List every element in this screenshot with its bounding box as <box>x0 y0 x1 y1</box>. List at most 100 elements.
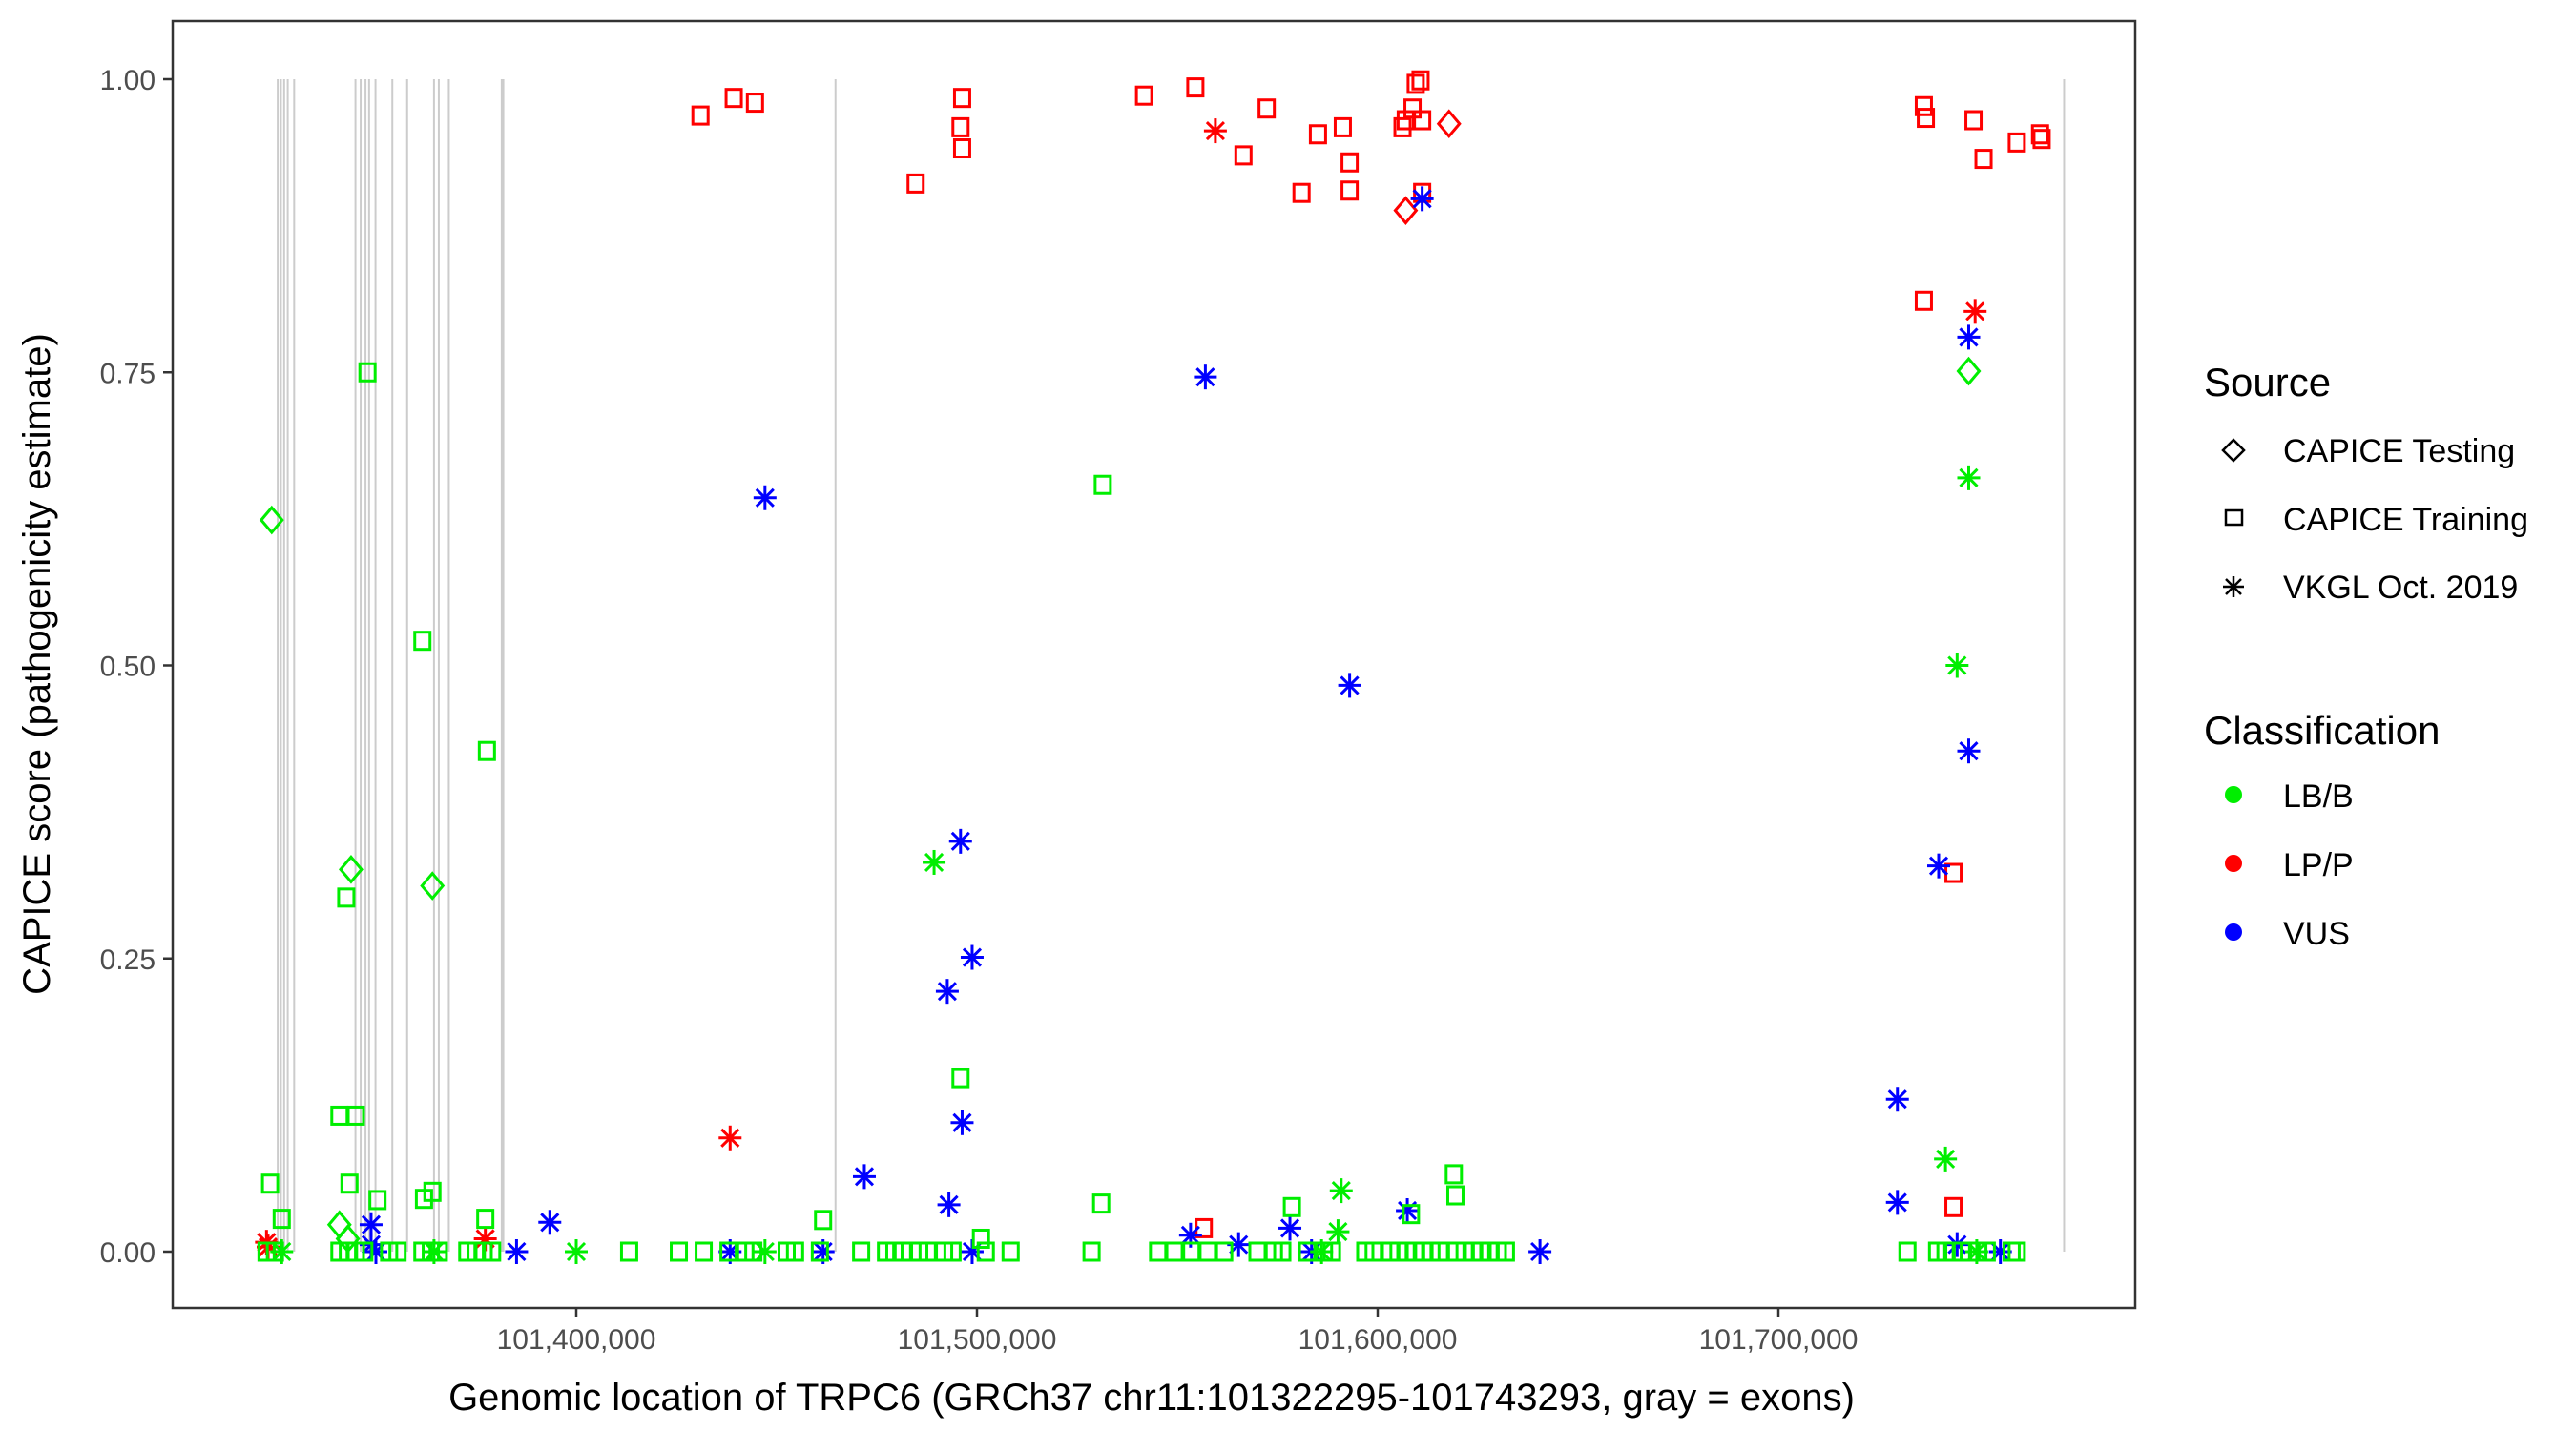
legend-class-item: LP/P <box>2283 847 2354 883</box>
legend-source-item: CAPICE Training <box>2283 502 2528 538</box>
point-lb-b-square <box>1977 1241 1996 1262</box>
point-vus-star <box>1278 1215 1302 1241</box>
point-lp-p-square <box>1974 149 1993 170</box>
legend-star-icon <box>2223 576 2244 597</box>
point-lb-b-square <box>1248 1241 1267 1262</box>
point-lb-b-star <box>923 849 946 875</box>
point-lb-b-square <box>670 1241 689 1262</box>
point-lb-b-star <box>565 1239 588 1264</box>
legend-source-title: Source <box>2204 360 2331 404</box>
point-lp-p-square <box>1406 73 1425 94</box>
point-lp-p-square <box>1944 1196 1963 1217</box>
point-lb-b-square <box>951 1068 970 1089</box>
x-tick-label: 101,500,000 <box>898 1324 1057 1356</box>
legend: Source CAPICE Testing CAPICE Training VK… <box>2204 360 2528 952</box>
point-lp-p-square <box>1333 116 1352 137</box>
legend-class-item: VUS <box>2283 916 2350 952</box>
point-lb-b-square <box>388 1241 407 1262</box>
point-lb-b-star <box>1957 465 1981 490</box>
point-vus-star <box>1885 1190 1909 1215</box>
point-lb-b-square <box>1082 1241 1101 1262</box>
point-lb-b-square <box>330 1105 349 1126</box>
point-vus-star <box>505 1239 529 1264</box>
y-tick-label: 0.50 <box>100 652 156 683</box>
point-lp-p-square <box>1914 290 1933 311</box>
point-vus-star <box>1927 853 1950 879</box>
point-vus-star <box>950 1110 974 1135</box>
point-lp-p-square <box>2032 129 2051 150</box>
point-lb-b-square <box>260 1173 280 1194</box>
point-vus-star <box>1885 1087 1909 1112</box>
point-lb-b-square <box>340 1173 359 1194</box>
point-lb-b-square <box>785 1241 804 1262</box>
point-lb-b-square <box>414 1189 433 1210</box>
x-axis: 101,400,000 101,500,000 101,600,000 101,700… <box>497 1308 1859 1356</box>
point-lb-b-square <box>355 1241 374 1262</box>
point-lb-b-square <box>976 1241 995 1262</box>
point-lp-p-square <box>1292 182 1311 203</box>
legend-red-dot-icon <box>2225 855 2242 872</box>
y-tick-label: 0.75 <box>100 358 156 389</box>
point-lb-b-star <box>1329 1178 1353 1204</box>
point-lb-b-square <box>1093 474 1112 495</box>
point-lp-p-square <box>2007 132 2026 153</box>
point-lp-p-square <box>1403 98 1423 119</box>
point-lb-b-square <box>1445 1185 1465 1206</box>
point-lb-b-square <box>1322 1241 1341 1262</box>
x-tick-label: 101,400,000 <box>497 1324 656 1356</box>
point-lp-p-square <box>952 88 971 109</box>
point-vus-star <box>538 1210 562 1235</box>
point-vus-star <box>1945 1232 1969 1257</box>
point-lp-p-square <box>745 93 764 114</box>
point-lp-p-star <box>718 1125 742 1151</box>
point-vus-star <box>852 1164 876 1190</box>
point-lb-b-square <box>814 1210 833 1231</box>
legend-blue-dot-icon <box>2225 923 2242 941</box>
point-lb-b-star <box>753 1239 777 1264</box>
point-lb-b-square <box>476 1209 495 1230</box>
point-vus-star <box>1178 1222 1202 1248</box>
point-lb-b-square <box>1001 1241 1020 1262</box>
point-lb-b-square <box>1444 1164 1464 1185</box>
point-lb-b-star <box>1934 1146 1958 1172</box>
point-vus-star <box>753 485 777 510</box>
point-lb-b-square <box>337 887 356 908</box>
y-axis: 0.00 0.25 0.50 0.75 1.00 <box>100 65 173 1269</box>
legend-diamond-icon <box>2221 438 2246 463</box>
point-vus-star <box>935 979 959 1005</box>
legend-square-icon <box>2224 508 2244 527</box>
point-lb-b-diamond <box>338 855 364 884</box>
y-axis-title: CAPICE score (pathogenicity estimate) <box>16 333 58 995</box>
point-lb-b-diamond <box>335 1224 361 1254</box>
point-lb-b-diamond <box>259 505 284 535</box>
point-lb-b-square <box>483 1241 502 1262</box>
point-lb-b-square <box>1402 1204 1421 1225</box>
point-vus-star <box>1338 673 1361 698</box>
point-lp-p-square <box>1411 70 1430 91</box>
point-lb-b-square <box>943 1241 962 1262</box>
point-lb-b-square <box>852 1241 871 1262</box>
point-vus-star <box>1957 738 1981 764</box>
point-vus-star <box>937 1192 961 1217</box>
plot-panel-border <box>171 19 2137 1310</box>
legend-class-item: LB/B <box>2283 778 2354 815</box>
point-vus-star <box>1410 186 1434 212</box>
point-lb-b-square <box>1282 1196 1301 1217</box>
legend-classification-title: Classification <box>2204 708 2440 753</box>
x-tick-label: 101,700,000 <box>1699 1324 1859 1356</box>
point-lb-b-square <box>358 362 377 383</box>
y-tick-label: 1.00 <box>100 65 156 96</box>
point-lb-b-square <box>719 1241 738 1262</box>
point-vus-star <box>359 1212 383 1237</box>
point-lp-p-square <box>952 138 971 159</box>
point-lp-p-square <box>1308 124 1327 145</box>
point-lb-b-square <box>695 1241 714 1262</box>
point-lp-p-square <box>1340 180 1360 201</box>
point-lb-b-square <box>1149 1241 1168 1262</box>
point-lp-p-square <box>1257 98 1277 119</box>
point-lb-b-star <box>1945 653 1969 678</box>
point-lp-p-diamond <box>1393 196 1419 225</box>
point-lp-p-square <box>906 173 925 194</box>
point-vus-star <box>948 828 972 854</box>
legend-source-item: VKGL Oct. 2019 <box>2283 570 2518 606</box>
